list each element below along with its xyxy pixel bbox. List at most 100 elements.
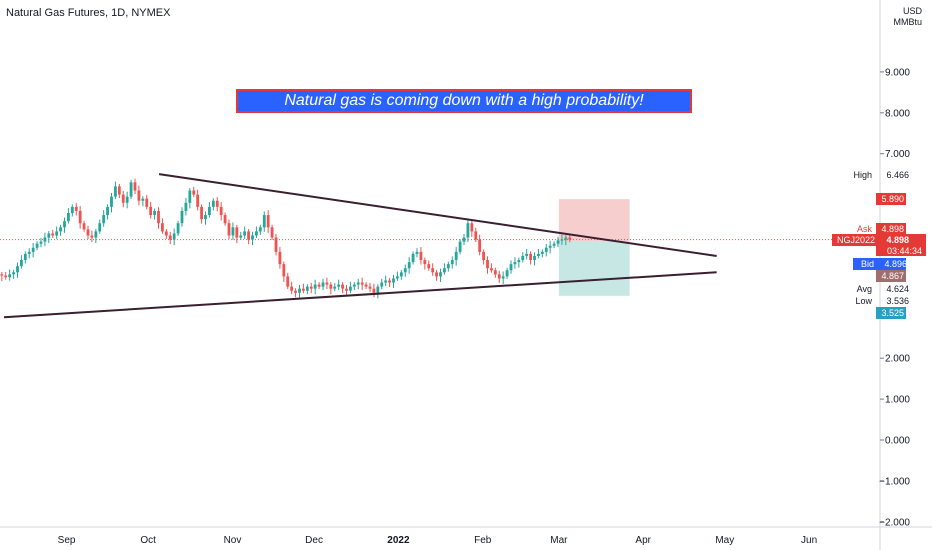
candle [427,260,431,271]
chart-title: Natural Gas Futures, 1D, NYMEX [6,7,171,19]
candle-body [27,251,31,254]
candle [556,236,560,248]
last-price-box [876,234,926,256]
candle-body [388,280,391,283]
candle-body [415,251,419,254]
candle-body [161,223,164,232]
candle [482,249,485,265]
x-tick-label: Feb [474,535,492,546]
candle-body [82,223,86,230]
candle-body [290,286,294,291]
candle [137,185,141,206]
candle [43,232,47,247]
candle [184,197,188,216]
candle [74,203,78,216]
candle [533,252,536,266]
annotation-banner[interactable]: Natural gas is coming down with a high p… [236,89,692,113]
candle [403,264,407,277]
candle-body [537,253,540,256]
candle [161,218,164,234]
candle [63,217,66,233]
candle-body [180,210,184,224]
candle-body [102,215,106,224]
candle [51,229,55,238]
candle-body [4,275,8,278]
candle-body [399,272,403,277]
candle-body [47,233,51,238]
candle-body [298,288,301,293]
candle [548,240,552,254]
candle [35,241,39,251]
symbol-tag-box [832,234,878,246]
candle [497,270,501,283]
candle [215,197,219,212]
candle-body [208,206,211,216]
bid-tag: Bid 4.896 [853,258,907,270]
candle [192,186,196,198]
candle-body [145,198,149,207]
candle-body [239,235,243,238]
target-price-tag-text: 3.525 [881,308,904,318]
candle-body [446,264,450,269]
candle-body [439,272,442,277]
candle [278,246,282,269]
candle-body [356,282,360,285]
candle [106,204,109,220]
candle [294,288,297,298]
candle [431,263,435,276]
upper-trendline [158,173,717,257]
y-tick-label: 9.000 [885,67,910,78]
candle-body [63,221,66,228]
candle [305,284,309,295]
candle-body [70,206,74,214]
candle-body [188,190,192,203]
y-tick-label: 0.000 [885,436,910,447]
candle-body [184,202,188,211]
candle [501,271,505,284]
y-tick-label: −1.000 [879,476,910,487]
candle [392,274,395,289]
candle [59,224,62,236]
candle [208,201,211,218]
candle [380,278,384,290]
trendlines[interactable] [3,173,717,319]
candle [356,278,360,290]
candle [23,251,27,264]
stop-price-tag-text: 5.890 [881,194,904,204]
high-value: 6.466 [886,170,909,180]
candle [16,262,19,278]
candle [78,206,82,229]
candle-body [274,237,278,252]
candle-body [286,276,290,287]
candle [188,188,192,209]
candle-body [243,231,247,236]
candle-body [23,253,27,261]
candle [55,226,59,239]
candle [47,231,51,244]
candle [12,269,15,279]
candle [317,282,321,290]
candle [529,251,532,265]
candle [493,267,497,278]
candle-body [90,235,94,238]
candle [219,201,223,221]
candle [439,268,442,282]
candle-body [556,240,560,244]
candle-body [497,274,501,279]
candle-body [223,215,227,224]
y-tick-label: −2.000 [879,517,910,528]
candle [458,239,462,255]
candle [114,181,117,200]
candle [39,237,43,248]
candle [376,284,380,299]
candle-body [172,233,176,240]
candle [407,257,411,274]
countdown-text: 03:44:34 [887,246,922,256]
x-tick-label: Jun [801,535,817,546]
candle [70,204,74,217]
candle-body [86,229,90,236]
currency-label: USD [902,6,922,16]
candle [227,219,231,239]
